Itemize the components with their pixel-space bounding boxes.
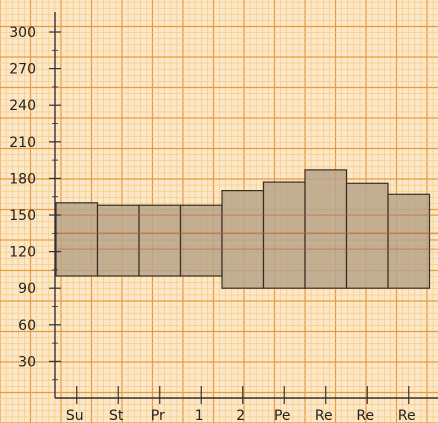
x-tick-label: Re [356, 408, 374, 423]
bar-5 [221, 190, 265, 289]
bar-7 [304, 169, 348, 289]
y-tick-label: 270 [9, 62, 36, 78]
y-tick-label: 240 [9, 98, 36, 114]
x-tick-label: Re [315, 408, 333, 423]
bar-3 [138, 204, 182, 277]
x-ticks-layer: Su St Pr 1 2 Pe Re Re Re [66, 386, 416, 423]
band-lines-layer [56, 214, 438, 250]
x-tick-label: Pr [151, 408, 165, 423]
y-tick-label: 150 [9, 208, 36, 224]
x-tick-label: St [109, 408, 124, 423]
y-tick-label: 90 [18, 281, 36, 297]
bars-layer [55, 169, 431, 289]
bar-6 [262, 181, 306, 289]
bar-4 [179, 204, 223, 277]
y-tick-label: 180 [9, 171, 36, 187]
x-tick-label: Re [398, 408, 416, 423]
y-tick-label: 300 [9, 25, 36, 41]
bar-8 [345, 182, 389, 289]
x-tick-label: Pe [274, 408, 291, 423]
x-tick-label: 2 [236, 408, 245, 423]
y-tick-label: 120 [9, 245, 36, 261]
bar-2 [96, 204, 140, 277]
bar-1 [55, 202, 99, 277]
y-tick-label: 210 [9, 135, 36, 151]
x-tick-label: 1 [195, 408, 204, 423]
bar-9 [387, 193, 431, 289]
y-tick-label: 60 [18, 318, 36, 334]
y-tick-label: 30 [18, 354, 36, 370]
y-ticks-layer: 30 60 90 120 150 180 210 240 270 300 [9, 25, 61, 381]
x-tick-label: Su [66, 408, 84, 423]
